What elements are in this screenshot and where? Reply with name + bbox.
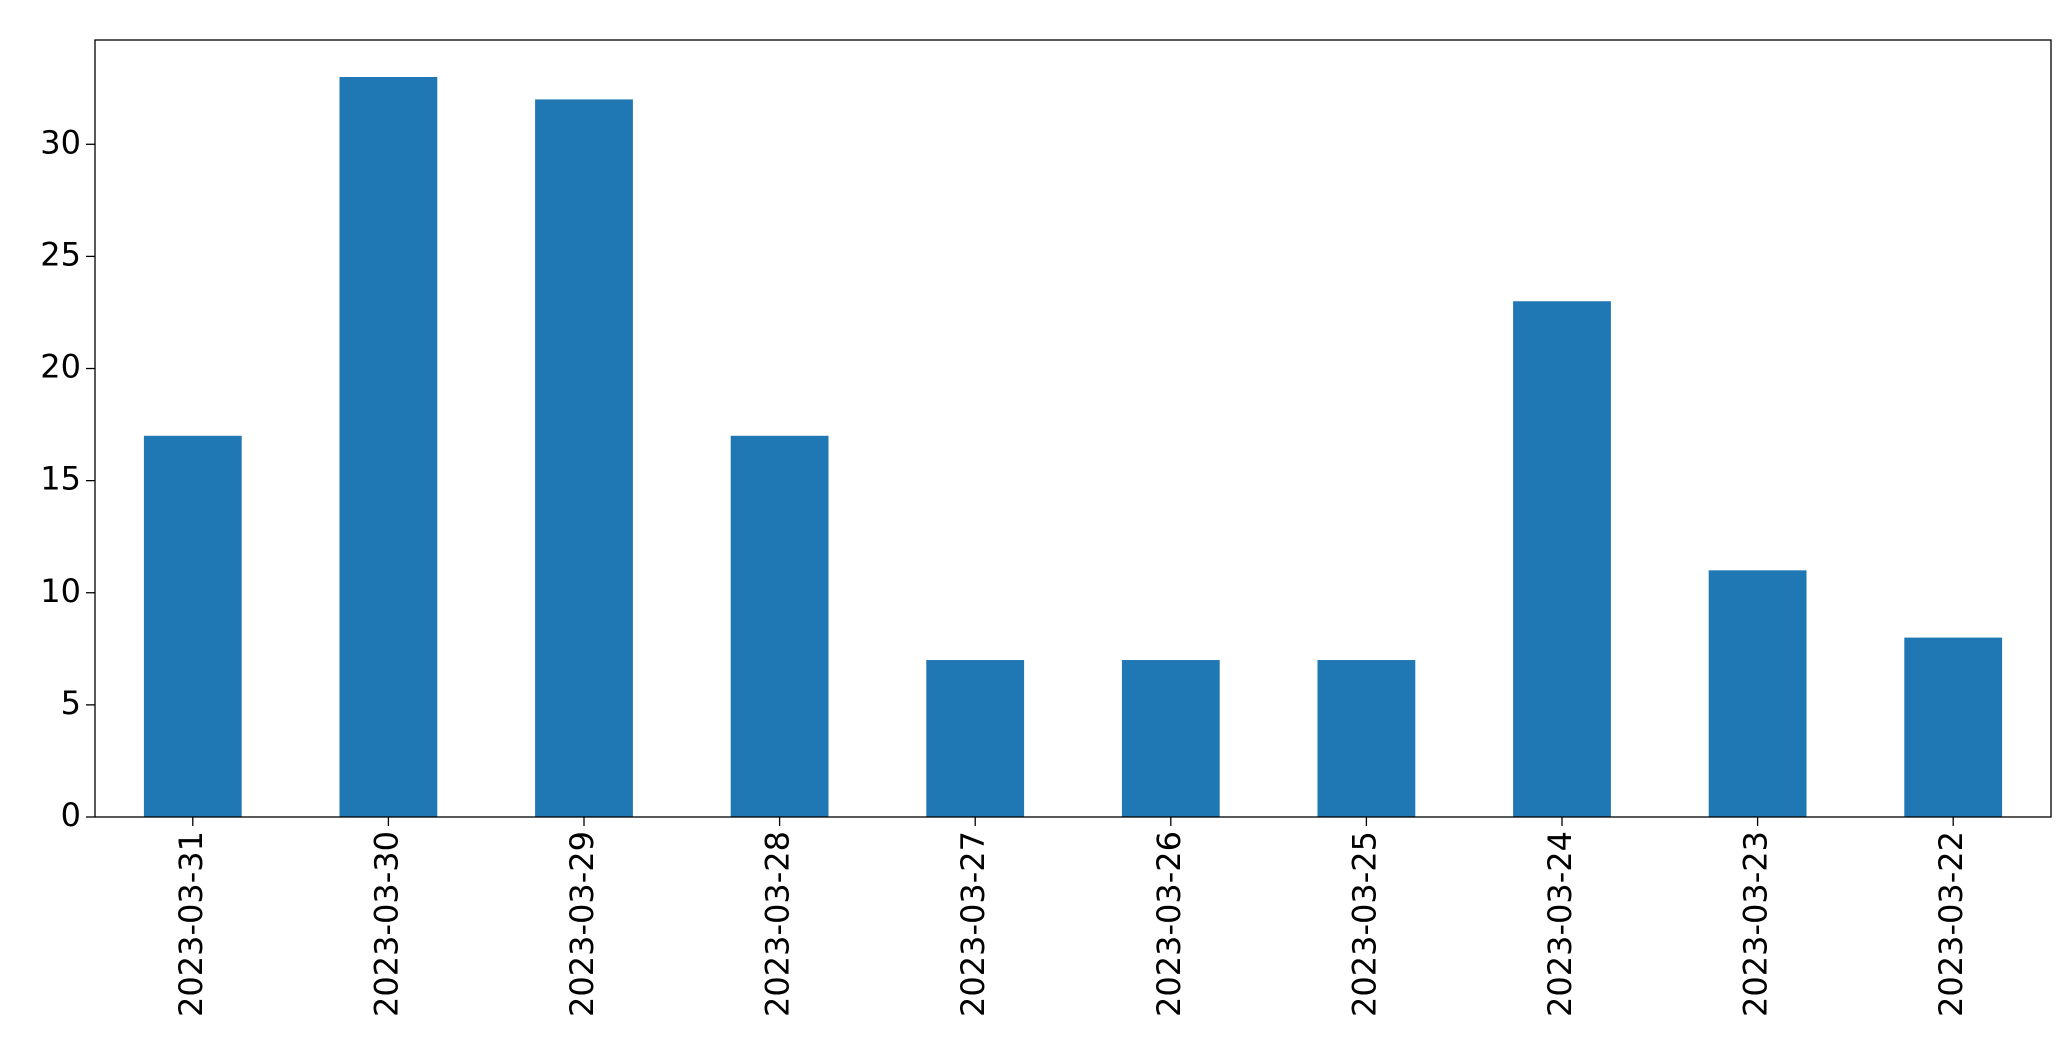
x-tick-label: 2023-03-26 xyxy=(1150,831,1188,1017)
plot-frame xyxy=(94,39,2052,818)
x-tick-label: 2023-03-31 xyxy=(172,831,210,1017)
bar xyxy=(1121,660,1220,817)
y-tick-label: 10 xyxy=(40,572,81,610)
y-tick-label: 20 xyxy=(40,348,81,386)
bar xyxy=(926,660,1025,817)
bar xyxy=(339,77,438,817)
bar xyxy=(1904,637,2003,817)
x-tick-label: 2023-03-22 xyxy=(1932,831,1970,1017)
y-tick-label: 15 xyxy=(40,460,81,498)
y-tick-label: 25 xyxy=(40,235,81,273)
x-tick-label: 2023-03-24 xyxy=(1541,831,1579,1017)
x-tick-label: 2023-03-25 xyxy=(1345,831,1383,1017)
bar xyxy=(1317,660,1416,817)
x-tick-label: 2023-03-23 xyxy=(1737,831,1775,1017)
bar xyxy=(1708,570,1807,817)
bar xyxy=(730,435,829,817)
x-tick-label: 2023-03-28 xyxy=(759,831,797,1017)
y-tick-label: 5 xyxy=(61,684,81,722)
bar xyxy=(535,99,633,817)
x-tick-label: 2023-03-29 xyxy=(563,831,601,1017)
y-tick-label: 30 xyxy=(40,123,81,161)
y-tick-label: 0 xyxy=(61,796,81,834)
bar xyxy=(143,435,242,817)
x-tick-label: 2023-03-27 xyxy=(954,831,992,1017)
bar xyxy=(1513,301,1611,817)
x-tick-label: 2023-03-30 xyxy=(367,831,405,1017)
